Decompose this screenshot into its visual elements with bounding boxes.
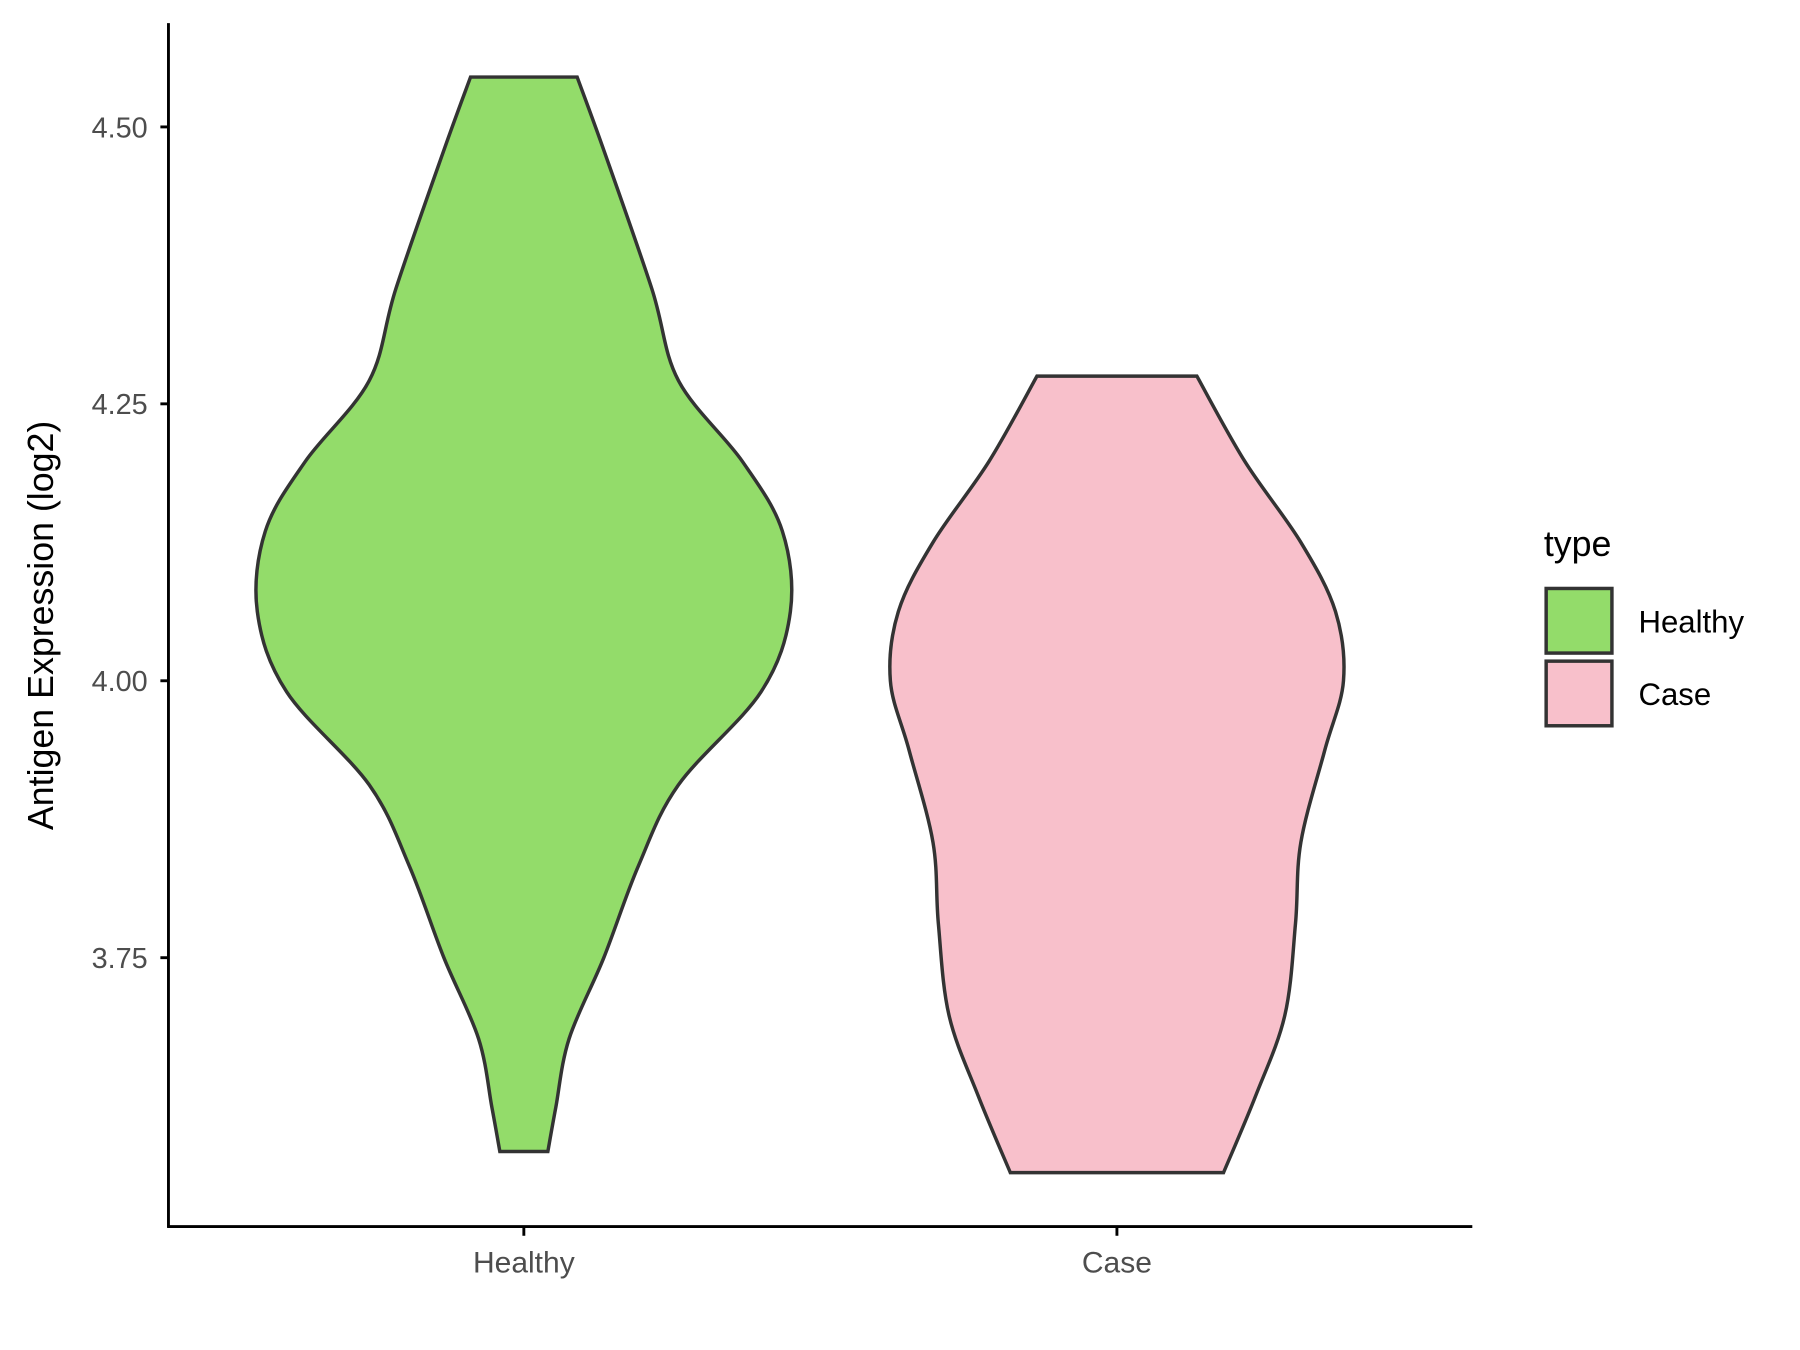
x-tick-label: Case	[1082, 1247, 1152, 1280]
y-tick-label: 3.75	[92, 943, 148, 975]
legend: Healthy Case	[1544, 586, 1744, 728]
legend-label: Healthy	[1638, 604, 1744, 639]
y-axis-label: Antigen Expression (log2)	[21, 421, 61, 830]
legend-label: Case	[1638, 677, 1711, 712]
violins	[254, 75, 1346, 1175]
legend-title: type	[1544, 524, 1612, 564]
y-tick-label: 4.50	[92, 112, 148, 144]
legend-key-healthy	[1544, 586, 1614, 655]
y-ticks: 3.75 4.00 4.25 4.50	[92, 112, 169, 975]
x-ticks: Healthy Case	[473, 1226, 1152, 1280]
violin-healthy	[254, 75, 794, 1154]
legend-key-case	[1544, 659, 1614, 728]
violin-case	[888, 374, 1346, 1175]
y-tick-label: 4.25	[92, 389, 148, 421]
y-tick-label: 4.00	[92, 666, 148, 698]
x-tick-label: Healthy	[473, 1247, 575, 1280]
